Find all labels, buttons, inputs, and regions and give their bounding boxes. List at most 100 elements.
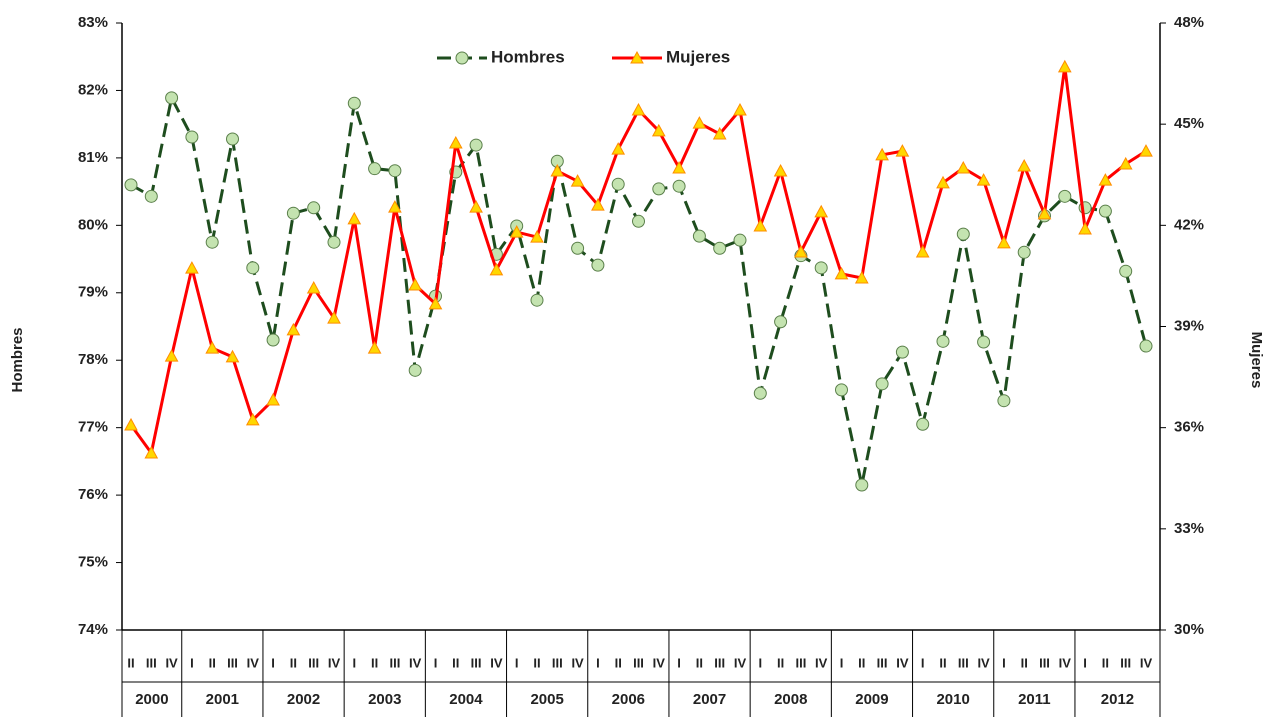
x-tick-label: II (1102, 655, 1109, 670)
x-tick-label: IV (1059, 655, 1072, 670)
marker (266, 392, 280, 406)
marker (753, 386, 767, 400)
marker (408, 363, 422, 377)
marker (185, 261, 199, 274)
y-axis-label: Hombres (9, 327, 26, 392)
x-tick-label: I (840, 655, 844, 670)
marker (1017, 158, 1032, 172)
y2-tick-label: 42% (1174, 216, 1204, 233)
marker (1139, 339, 1153, 353)
x-tick-label: III (633, 655, 644, 670)
x-tick-label: IV (815, 655, 828, 670)
marker (936, 175, 950, 189)
x-tick-label: III (552, 655, 563, 670)
marker (632, 214, 645, 228)
marker (347, 211, 362, 225)
marker (956, 160, 971, 174)
year-label: 2009 (855, 691, 888, 708)
x-tick-label: IV (409, 655, 422, 670)
x-tick-label: II (777, 655, 784, 670)
x-tick-label: I (596, 655, 600, 670)
marker (530, 230, 544, 243)
marker (124, 417, 138, 431)
x-tick-label: III (227, 655, 238, 670)
marker (144, 445, 159, 459)
year-label: 2007 (693, 691, 726, 708)
y2-tick-label: 45% (1174, 115, 1204, 132)
marker (455, 51, 469, 65)
y-tick-label: 83% (78, 14, 108, 31)
marker (1118, 156, 1133, 170)
marker (205, 341, 220, 354)
y2-tick-label: 48% (1174, 14, 1204, 31)
marker (530, 293, 544, 307)
marker (225, 349, 240, 363)
marker (591, 258, 605, 272)
marker (368, 162, 382, 176)
y-tick-label: 76% (78, 486, 108, 503)
marker (388, 164, 402, 178)
x-tick-label: I (921, 655, 925, 670)
marker (245, 412, 260, 426)
marker (611, 177, 625, 191)
marker (895, 144, 910, 157)
marker (774, 315, 788, 329)
year-label: 2010 (936, 691, 969, 708)
x-tick-label: IV (896, 655, 909, 670)
x-tick-label: IV (328, 655, 341, 670)
x-tick-label: II (615, 655, 622, 670)
x-tick-label: II (858, 655, 865, 670)
x-tick-label: II (209, 655, 216, 670)
x-tick-label: I (677, 655, 681, 670)
marker (306, 281, 321, 294)
marker (571, 241, 585, 255)
marker (1098, 204, 1112, 218)
marker (794, 244, 808, 258)
x-tick-label: I (271, 655, 275, 670)
y-tick-label: 82% (78, 81, 108, 98)
year-label: 2000 (135, 691, 168, 708)
marker (631, 102, 646, 116)
x-tick-label: I (352, 655, 356, 670)
x-tick-label: II (533, 655, 540, 670)
y2-tick-label: 39% (1174, 317, 1204, 334)
x-tick-label: III (471, 655, 482, 670)
marker (651, 123, 666, 137)
marker (854, 270, 869, 284)
marker (855, 478, 869, 492)
marker (226, 132, 239, 146)
marker (672, 160, 686, 174)
marker (144, 189, 158, 203)
marker (977, 335, 991, 349)
marker (652, 182, 666, 196)
marker (286, 322, 301, 336)
marker (205, 235, 219, 249)
marker (1037, 206, 1052, 220)
x-tick-label: IV (571, 655, 584, 670)
marker (327, 311, 341, 324)
y-tick-label: 80% (78, 216, 108, 233)
marker (1058, 189, 1072, 203)
marker (550, 163, 565, 177)
year-label: 2004 (449, 691, 483, 708)
y2-tick-label: 33% (1174, 520, 1204, 537)
marker (570, 174, 585, 187)
marker (611, 142, 626, 155)
x-tick-label: III (795, 655, 806, 670)
marker (834, 266, 849, 280)
marker (976, 173, 991, 186)
x-tick-label: IV (247, 655, 260, 670)
series-line (129, 66, 1147, 457)
year-label: 2006 (612, 691, 645, 708)
marker (773, 163, 788, 177)
legend-label: Hombres (491, 47, 565, 66)
marker (367, 341, 382, 354)
series (124, 59, 1153, 459)
marker (347, 96, 361, 110)
marker (591, 198, 605, 211)
marker (509, 225, 524, 238)
marker (266, 333, 280, 347)
marker (246, 261, 260, 275)
marker (692, 116, 707, 129)
